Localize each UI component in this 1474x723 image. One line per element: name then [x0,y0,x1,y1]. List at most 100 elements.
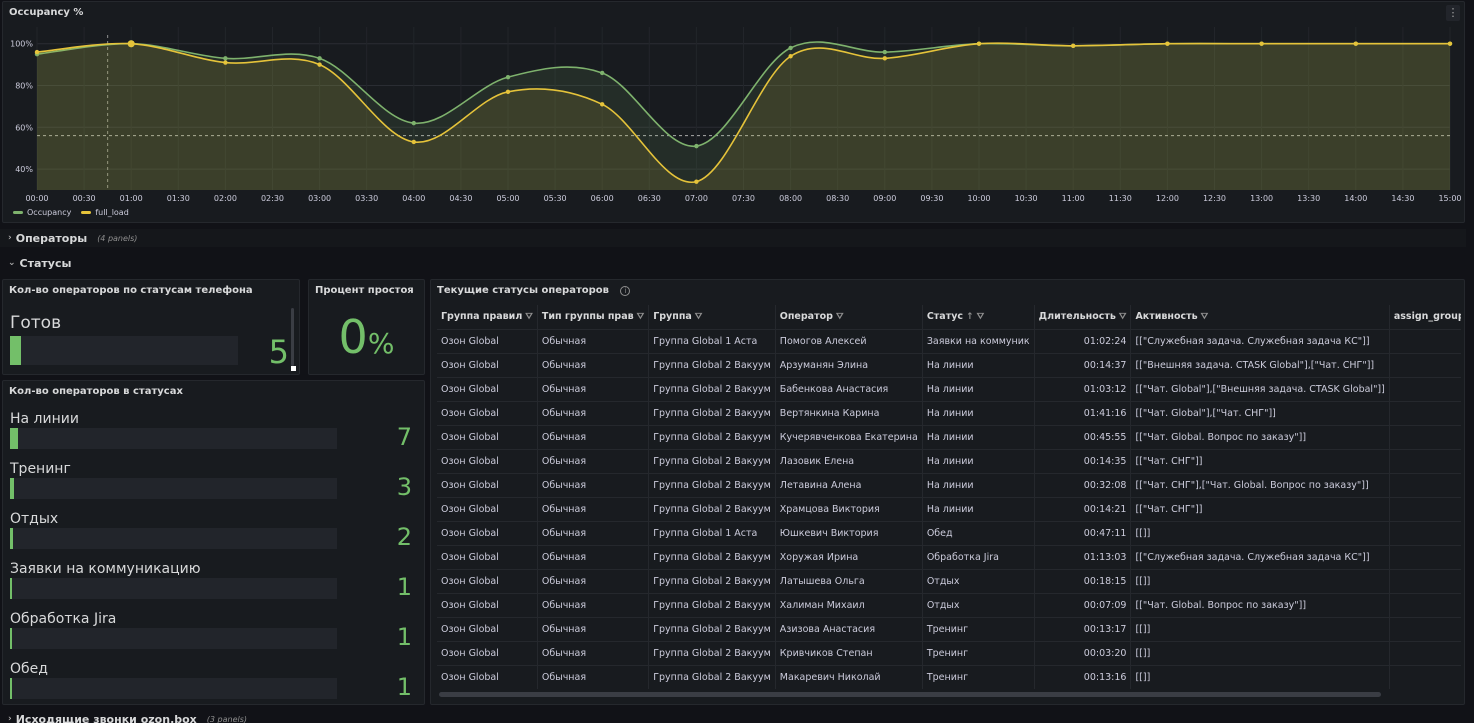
column-header[interactable]: Тип группы прав ⛛ [537,305,650,330]
data-point [1353,41,1359,46]
table-cell: Латышева Ольга [775,569,923,594]
x-tick-label: 10:00 [967,194,990,203]
current-statuses-title: Текущие статусы операторов i [437,285,631,296]
table-cell: Группа Global 2 Вакуум [648,425,776,450]
resize-handle[interactable] [291,366,296,371]
table-cell: Озон Global [437,665,538,689]
table-cell: Группа Global 2 Вакуум [648,569,776,594]
x-tick-label: 15:00 [1438,194,1461,203]
table-cell: Озон Global [437,425,538,450]
info-icon[interactable]: i [620,286,631,296]
idle-panel: Процент простоя 0% [308,279,425,375]
table-row[interactable]: Озон Global Обычная Группа Global 2 Вакуум… [437,473,1461,498]
horizontal-scrollbar[interactable] [439,692,1381,697]
table-cell: Группа Global 2 Вакуум [648,593,776,618]
filter-icon[interactable]: ⛛ [525,312,533,323]
filter-icon[interactable]: ⛛ [636,312,645,323]
table-row[interactable]: Озон Global Обычная Группа Global 2 Вакуум… [437,425,1461,450]
legend-item-full-load[interactable]: full_load [81,208,129,217]
table-cell: На линии [922,497,1035,522]
x-tick-label: 01:30 [167,194,190,203]
table-cell: [[]] [1130,617,1390,642]
x-tick-label: 03:00 [308,194,331,203]
table-row[interactable]: Озон Global Обычная Группа Global 2 Вакуум… [437,377,1461,402]
table-row[interactable]: Озон Global Обычная Группа Global 2 Вакуум… [437,593,1461,618]
table-cell: [["Чат. Global"],["Внешняя задача. CTASK… [1130,377,1390,402]
table-cell: ozon [1389,593,1461,618]
x-tick-label: 11:30 [1109,194,1132,203]
table-cell: Озон Global [437,545,538,570]
scrollbar[interactable] [291,308,294,366]
column-header[interactable]: Длительность ⛛ [1034,305,1132,330]
column-header[interactable]: Статус ↑ ⛛ [922,305,1035,330]
data-point [600,102,605,107]
status-count-label: На линии [10,411,79,427]
status-count-bar [10,578,337,599]
table-cell: ozon [1389,545,1461,570]
column-header[interactable]: Активность ⛛ [1130,305,1390,330]
column-header[interactable]: Группа ⛛ [648,305,776,330]
x-tick-label: 05:00 [496,194,519,203]
filter-icon[interactable]: ⛛ [1118,312,1127,323]
table-cell: 00:07:09 [1034,593,1132,618]
x-tick-label: 06:30 [638,194,661,203]
table-cell: Обычная [537,377,650,402]
x-tick-label: 07:00 [685,194,708,203]
row-outgoing-calls[interactable]: › Исходящие звонки ozon.box (3 panels) [8,712,248,723]
table-row[interactable]: Озон Global Обычная Группа Global 2 Вакуум… [437,641,1461,666]
table-cell: Группа Global 2 Вакуум [648,497,776,522]
table-row[interactable]: Озон Global Обычная Группа Global 2 Вакуум… [437,449,1461,474]
sort-asc-icon: ↑ [966,312,974,323]
table-cell: ozon [1389,521,1461,546]
table-cell: Группа Global 2 Вакуум [648,449,776,474]
table-row[interactable]: Озон Global Обычная Группа Global 2 Вакуум… [437,401,1461,426]
table-cell: ozon [1389,353,1461,378]
table-row[interactable]: Озон Global Обычная Группа Global 2 Вакуум… [437,569,1461,594]
table-cell: ozon [1389,449,1461,474]
table-cell: На линии [922,401,1035,426]
table-cell: 00:14:21 [1034,497,1132,522]
column-header[interactable]: assign_group_ticl [1389,305,1461,330]
legend-item-occupancy[interactable]: Occupancy [13,208,71,217]
table-cell: Озон Global [437,497,538,522]
data-point [1259,41,1264,46]
table-row[interactable]: Озон Global Обычная Группа Global 2 Вакуум… [437,617,1461,642]
column-header[interactable]: Группа правил ⛛ [437,305,538,330]
status-count-bar [10,528,337,549]
y-tick-label: 60% [15,123,33,132]
table-cell: Лазовик Елена [775,449,923,474]
phone-status-label: Готов [10,313,62,333]
table-cell: [["Чат. Global. Вопрос по заказу"]] [1130,593,1390,618]
row-statuses[interactable]: ⌄ Статусы [8,256,72,270]
y-tick-label: 80% [15,82,33,91]
x-tick-label: 05:30 [544,194,567,203]
filter-icon[interactable]: ⛛ [835,312,844,323]
x-tick-label: 13:00 [1250,194,1273,203]
phone-status-value: 5 [268,333,289,371]
table-cell: [[]] [1130,569,1390,594]
panel-menu-icon[interactable]: ⋮ [1446,5,1460,21]
table-cell: Обычная [537,329,650,354]
table-cell: Озон Global [437,401,538,426]
data-point [788,54,793,59]
idle-value: 0% [338,310,395,364]
table-row[interactable]: Озон Global Обычная Группа Global 2 Вакуум… [437,665,1461,689]
table-cell: Обычная [537,401,650,426]
y-tick-label: 100% [10,40,33,49]
table-row[interactable]: Озон Global Обычная Группа Global 2 Вакуум… [437,353,1461,378]
table-row[interactable]: Озон Global Обычная Группа Global 2 Вакуум… [437,497,1461,522]
status-count-label: Заявки на коммуникацию [10,561,201,577]
column-header[interactable]: Оператор ⛛ [775,305,923,330]
table-row[interactable]: Озон Global Обычная Группа Global 1 Аста Юш… [437,521,1461,546]
row-operators[interactable]: › Операторы (4 panels) [0,229,1466,247]
x-tick-label: 14:30 [1391,194,1414,203]
filter-icon[interactable]: ⛛ [976,312,985,323]
filter-icon[interactable]: ⛛ [694,312,703,323]
x-tick-label: 00:00 [25,194,48,203]
status-counts-title: Кол-во операторов в статусах [9,386,183,397]
table-row[interactable]: Озон Global Обычная Группа Global 1 Аста По… [437,329,1461,354]
table-cell: Тренинг [922,665,1035,689]
table-cell: ozon [1389,617,1461,642]
table-row[interactable]: Озон Global Обычная Группа Global 2 Вакуум… [437,545,1461,570]
filter-icon[interactable]: ⛛ [1200,312,1209,323]
